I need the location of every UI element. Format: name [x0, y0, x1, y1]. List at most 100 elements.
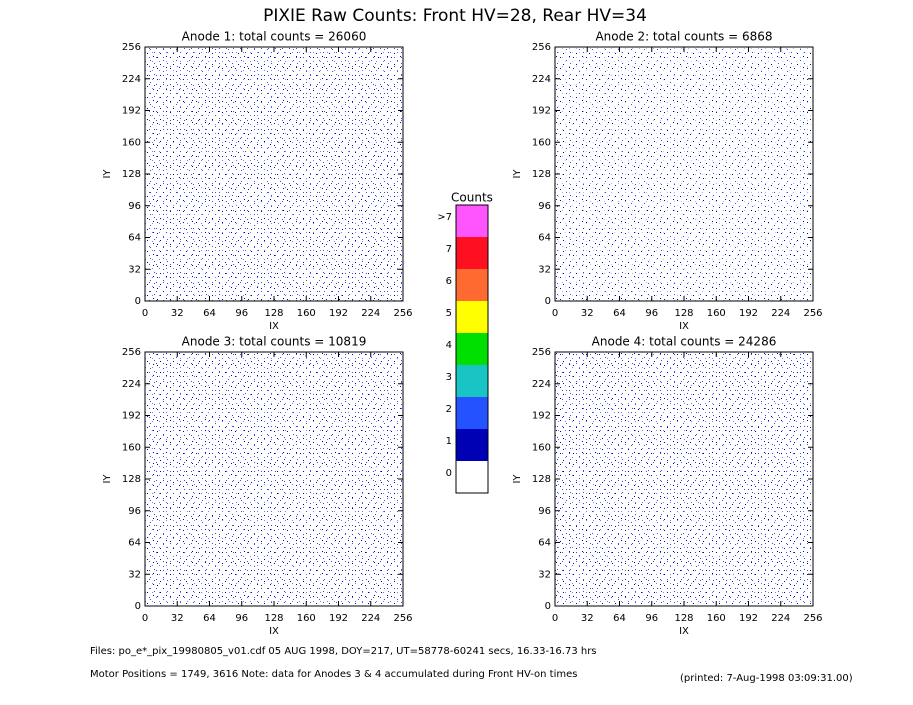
y-tick-label: 192 [532, 411, 551, 422]
y-tick-label: 192 [532, 106, 551, 117]
counts-texture [145, 47, 403, 301]
x-tick-label: 96 [235, 308, 248, 319]
y-tick-label: 0 [545, 601, 551, 612]
footer-motor: Motor Positions = 1749, 3616 Note: data … [90, 669, 577, 680]
y-tick-label: 64 [128, 233, 141, 244]
x-tick-label: 32 [581, 613, 594, 624]
x-tick-label: 64 [203, 613, 216, 624]
y-tick-label: 256 [122, 347, 141, 358]
figure-title: PIXIE Raw Counts: Front HV=28, Rear HV=3… [263, 6, 647, 26]
colorbar-label: 4 [446, 340, 452, 351]
x-tick-label: 224 [771, 613, 790, 624]
colorbar-label: 0 [446, 468, 452, 479]
y-tick-label: 224 [532, 74, 551, 85]
colorbar-cell [456, 429, 488, 461]
x-tick-label: 256 [803, 308, 822, 319]
x-tick-label: 64 [203, 308, 216, 319]
colorbar-label: 7 [446, 244, 452, 255]
y-tick-label: 256 [122, 42, 141, 53]
colorbar-label: 1 [446, 436, 452, 447]
y-tick-label: 192 [122, 411, 141, 422]
x-tick-label: 0 [142, 308, 148, 319]
counts-texture [145, 352, 403, 606]
y-tick-label: 96 [538, 506, 551, 517]
colorbar-cell [456, 333, 488, 365]
x-axis-label: IX [679, 321, 689, 332]
x-tick-label: 128 [674, 308, 693, 319]
x-axis-label: IX [269, 626, 279, 637]
footer-files: Files: po_e*_pix_19980805_v01.cdf 05 AUG… [90, 646, 597, 657]
plot-title: Anode 1: total counts = 26060 [182, 30, 367, 44]
colorbar-label: 5 [446, 308, 452, 319]
x-tick-label: 224 [361, 613, 380, 624]
y-tick-label: 96 [128, 201, 141, 212]
y-tick-label: 96 [128, 506, 141, 517]
y-tick-label: 128 [122, 169, 141, 180]
plot-title: Anode 3: total counts = 10819 [182, 335, 367, 349]
x-tick-label: 224 [771, 308, 790, 319]
y-tick-label: 160 [532, 442, 551, 453]
x-tick-label: 0 [552, 613, 558, 624]
footer-printed: (printed: 7-Aug-1998 03:09:31.00) [680, 673, 853, 684]
x-tick-label: 0 [552, 308, 558, 319]
x-tick-label: 192 [739, 613, 758, 624]
y-tick-label: 256 [532, 347, 551, 358]
x-tick-label: 128 [674, 613, 693, 624]
y-tick-label: 224 [122, 379, 141, 390]
y-tick-label: 64 [538, 538, 551, 549]
x-tick-label: 224 [361, 308, 380, 319]
y-tick-label: 96 [538, 201, 551, 212]
y-tick-label: 32 [538, 264, 551, 275]
x-tick-label: 192 [329, 308, 348, 319]
y-tick-label: 224 [532, 379, 551, 390]
y-tick-label: 192 [122, 106, 141, 117]
colorbar-label: 2 [446, 404, 452, 415]
x-tick-label: 32 [171, 613, 184, 624]
plot-title: Anode 4: total counts = 24286 [592, 335, 777, 349]
y-axis-label: IY [102, 474, 113, 484]
colorbar-cell [456, 397, 488, 429]
y-axis-label: IY [512, 474, 523, 484]
x-tick-label: 0 [142, 613, 148, 624]
y-tick-label: 256 [532, 42, 551, 53]
x-tick-label: 256 [393, 613, 412, 624]
x-tick-label: 96 [235, 613, 248, 624]
y-tick-label: 32 [538, 569, 551, 580]
plot-title: Anode 2: total counts = 6868 [595, 30, 772, 44]
x-tick-label: 96 [645, 613, 658, 624]
x-axis-label: IX [679, 626, 689, 637]
x-tick-label: 192 [329, 613, 348, 624]
y-tick-label: 160 [532, 137, 551, 148]
y-tick-label: 224 [122, 74, 141, 85]
y-tick-label: 128 [122, 474, 141, 485]
colorbar-frame [455, 204, 489, 494]
colorbar-label: 3 [446, 372, 452, 383]
y-tick-label: 32 [128, 569, 141, 580]
x-tick-label: 128 [264, 308, 283, 319]
y-tick-label: 64 [128, 538, 141, 549]
y-tick-label: 64 [538, 233, 551, 244]
y-axis-label: IY [102, 169, 113, 179]
y-tick-label: 32 [128, 264, 141, 275]
colorbar-cell [456, 461, 488, 493]
y-tick-label: 0 [545, 296, 551, 307]
x-tick-label: 256 [393, 308, 412, 319]
colorbar-label: >7 [437, 212, 452, 223]
y-tick-label: 160 [122, 442, 141, 453]
x-tick-label: 64 [613, 308, 626, 319]
y-axis-label: IY [512, 169, 523, 179]
colorbar-cell [456, 205, 488, 237]
counts-texture [555, 47, 813, 301]
x-tick-label: 128 [264, 613, 283, 624]
counts-texture [555, 352, 813, 606]
x-tick-label: 32 [171, 308, 184, 319]
x-tick-label: 160 [297, 308, 316, 319]
x-tick-label: 160 [297, 613, 316, 624]
x-tick-label: 160 [707, 613, 726, 624]
y-tick-label: 128 [532, 474, 551, 485]
x-tick-label: 256 [803, 613, 822, 624]
colorbar-cell [456, 365, 488, 397]
x-tick-label: 192 [739, 308, 758, 319]
